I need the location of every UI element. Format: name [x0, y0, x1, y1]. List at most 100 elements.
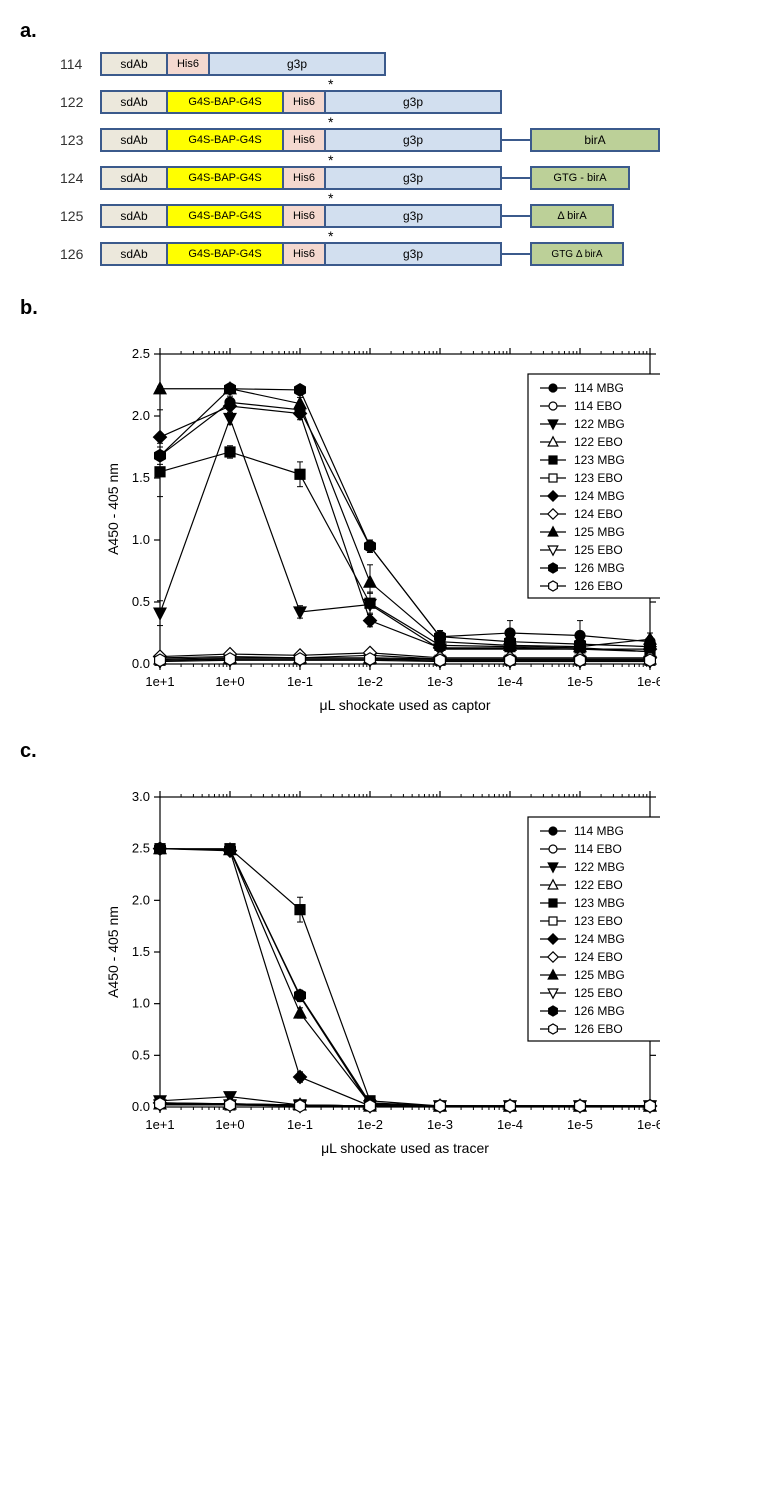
panel-c-label: c.: [20, 740, 755, 763]
amber-stop-star: *: [328, 76, 333, 92]
construct-diagram: 114sdAbHis6g3p122sdAbG4S-BAP-G4SHis6g3p*…: [60, 49, 755, 269]
connector: [500, 215, 530, 217]
block-g3p: g3p: [208, 52, 386, 76]
svg-text:0.0: 0.0: [132, 1099, 150, 1114]
svg-text:1e-6: 1e-6: [637, 1117, 660, 1132]
svg-text:122 MBG: 122 MBG: [574, 860, 625, 874]
svg-text:1e-5: 1e-5: [567, 1117, 593, 1132]
svg-text:2.0: 2.0: [132, 892, 150, 907]
svg-text:125 EBO: 125 EBO: [574, 986, 623, 1000]
svg-text:1e-3: 1e-3: [427, 674, 453, 689]
svg-text:0.5: 0.5: [132, 1047, 150, 1062]
svg-text:2.5: 2.5: [132, 841, 150, 856]
block-his6: His6: [282, 166, 326, 190]
svg-text:1.5: 1.5: [132, 944, 150, 959]
block-his6: His6: [282, 128, 326, 152]
svg-text:124 EBO: 124 EBO: [574, 950, 623, 964]
svg-text:2.0: 2.0: [132, 408, 150, 423]
svg-text:1e-5: 1e-5: [567, 674, 593, 689]
construct-row-114: 114sdAbHis6g3p: [60, 49, 755, 79]
block-birA-gtg: GTG - birA: [530, 166, 630, 190]
construct-id: 124: [60, 170, 100, 186]
block-g3p: g3p: [324, 204, 502, 228]
svg-text:122 EBO: 122 EBO: [574, 435, 623, 449]
panel-a-label: a.: [20, 20, 755, 43]
svg-text:124 EBO: 124 EBO: [574, 507, 623, 521]
amber-stop-star: *: [328, 152, 333, 168]
chart-c: 0.00.51.01.52.02.53.01e+11e+01e-11e-21e-…: [100, 783, 755, 1163]
construct-row-125: 125sdAbG4S-BAP-G4SHis6g3pΔ birA*: [60, 201, 755, 231]
block-his6: His6: [166, 52, 210, 76]
svg-text:122 MBG: 122 MBG: [574, 417, 625, 431]
svg-text:A450 - 405 nm: A450 - 405 nm: [105, 463, 121, 555]
svg-text:125 MBG: 125 MBG: [574, 525, 625, 539]
svg-text:124 MBG: 124 MBG: [574, 489, 625, 503]
block-g3p: g3p: [324, 128, 502, 152]
construct-id: 114: [60, 56, 100, 72]
block-bap: G4S-BAP-G4S: [166, 242, 284, 266]
svg-text:A450 - 405 nm: A450 - 405 nm: [105, 906, 121, 998]
construct-row-126: 126sdAbG4S-BAP-G4SHis6g3pGTG Δ birA*: [60, 239, 755, 269]
svg-text:μL shockate used as tracer: μL shockate used as tracer: [321, 1140, 489, 1156]
svg-text:126 MBG: 126 MBG: [574, 1004, 625, 1018]
svg-text:126 EBO: 126 EBO: [574, 1022, 623, 1036]
block-sdAb: sdAb: [100, 52, 168, 76]
svg-text:1e+0: 1e+0: [215, 674, 244, 689]
amber-stop-star: *: [328, 190, 333, 206]
svg-text:1e-2: 1e-2: [357, 674, 383, 689]
svg-text:125 EBO: 125 EBO: [574, 543, 623, 557]
svg-text:1.0: 1.0: [132, 532, 150, 547]
svg-text:1e-4: 1e-4: [497, 674, 523, 689]
block-g3p: g3p: [324, 166, 502, 190]
block-bap: G4S-BAP-G4S: [166, 166, 284, 190]
svg-text:0.5: 0.5: [132, 594, 150, 609]
svg-text:μL shockate used as captor: μL shockate used as captor: [320, 697, 491, 713]
construct-id: 122: [60, 94, 100, 110]
svg-text:126 EBO: 126 EBO: [574, 579, 623, 593]
panel-b-label: b.: [20, 297, 755, 320]
svg-text:1.0: 1.0: [132, 996, 150, 1011]
block-birA-gtgdel: GTG Δ birA: [530, 242, 624, 266]
svg-text:114 MBG: 114 MBG: [574, 824, 624, 838]
svg-text:3.0: 3.0: [132, 789, 150, 804]
block-his6: His6: [282, 90, 326, 114]
svg-text:0.0: 0.0: [132, 656, 150, 671]
svg-text:123 MBG: 123 MBG: [574, 453, 625, 467]
construct-id: 125: [60, 208, 100, 224]
block-sdAb: sdAb: [100, 90, 168, 114]
svg-text:1.5: 1.5: [132, 470, 150, 485]
construct-row-124: 124sdAbG4S-BAP-G4SHis6g3pGTG - birA*: [60, 163, 755, 193]
block-g3p: g3p: [324, 90, 502, 114]
svg-text:1e+1: 1e+1: [145, 674, 174, 689]
amber-stop-star: *: [328, 114, 333, 130]
svg-text:1e-2: 1e-2: [357, 1117, 383, 1132]
block-sdAb: sdAb: [100, 242, 168, 266]
block-bap: G4S-BAP-G4S: [166, 204, 284, 228]
svg-text:1e-1: 1e-1: [287, 674, 313, 689]
construct-id: 123: [60, 132, 100, 148]
svg-text:114 MBG: 114 MBG: [574, 381, 624, 395]
block-sdAb: sdAb: [100, 204, 168, 228]
block-sdAb: sdAb: [100, 166, 168, 190]
block-his6: His6: [282, 204, 326, 228]
svg-text:1e-6: 1e-6: [637, 674, 660, 689]
block-birA-delta: Δ birA: [530, 204, 614, 228]
svg-text:126 MBG: 126 MBG: [574, 561, 625, 575]
svg-text:114 EBO: 114 EBO: [574, 842, 622, 856]
svg-text:125 MBG: 125 MBG: [574, 968, 625, 982]
svg-text:1e+1: 1e+1: [145, 1117, 174, 1132]
svg-text:1e-3: 1e-3: [427, 1117, 453, 1132]
connector: [500, 253, 530, 255]
svg-text:123 EBO: 123 EBO: [574, 914, 623, 928]
construct-row-123: 123sdAbG4S-BAP-G4SHis6g3pbirA*: [60, 125, 755, 155]
svg-text:124 MBG: 124 MBG: [574, 932, 625, 946]
svg-text:2.5: 2.5: [132, 346, 150, 361]
svg-text:114 EBO: 114 EBO: [574, 399, 622, 413]
construct-row-122: 122sdAbG4S-BAP-G4SHis6g3p*: [60, 87, 755, 117]
construct-id: 126: [60, 246, 100, 262]
connector: [500, 177, 530, 179]
svg-text:123 EBO: 123 EBO: [574, 471, 623, 485]
chart-b: 0.0 0.5 1.0 1.5 2.0 2.5 1e+1 1e+0 1e-1 1e-2 1e-3 1e…: [100, 340, 755, 720]
svg-text:1e-4: 1e-4: [497, 1117, 523, 1132]
block-g3p: g3p: [324, 242, 502, 266]
